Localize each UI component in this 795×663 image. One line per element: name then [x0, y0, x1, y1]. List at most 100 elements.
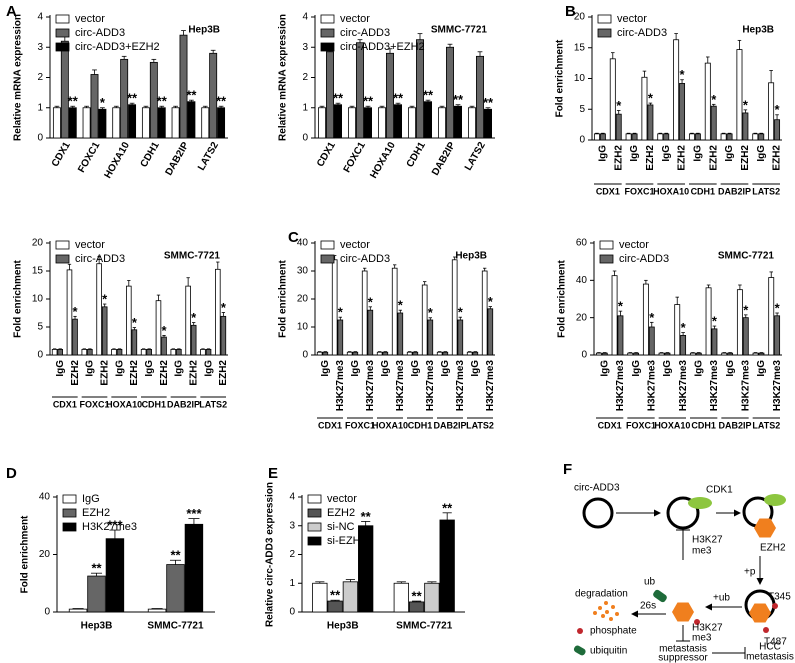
bar [472, 351, 479, 356]
bar [601, 352, 608, 356]
bar [407, 107, 416, 139]
legend-label: vector [617, 13, 647, 25]
significance-label: * [338, 305, 344, 320]
y-tick-label: 60 [576, 238, 588, 249]
significance-label: ** [157, 94, 168, 109]
y-tick-label: 15 [32, 266, 44, 277]
x-tick-label: HOXA10 [103, 140, 133, 181]
y-tick-label: 0 [37, 133, 43, 144]
step-label: +ub [713, 593, 730, 604]
mark-label: H3K27 [692, 623, 723, 634]
bar [316, 351, 323, 356]
significance-label: * [681, 320, 687, 335]
bar [752, 133, 759, 141]
legend-swatch [599, 240, 614, 250]
significance-label: ** [442, 500, 453, 515]
legend-label: circ-ADD3 [340, 253, 390, 265]
x-tick-label: EZH2 [100, 360, 111, 386]
x-tick-label: EZH2 [645, 145, 656, 171]
y-tick-label: 2 [302, 72, 308, 83]
bar [453, 105, 462, 139]
bar [642, 283, 649, 356]
legend-swatch [320, 42, 335, 52]
x-tick-label: IgG [410, 360, 421, 377]
significance-label: * [712, 314, 718, 329]
bar [72, 318, 78, 356]
bar [393, 582, 409, 613]
bar [736, 49, 743, 141]
x-tick-label: IgG [599, 360, 610, 377]
significance-label: ** [453, 92, 464, 107]
y-tick-label: 0 [581, 350, 587, 361]
bar [627, 352, 634, 356]
y-tick-label: 10 [32, 294, 44, 305]
x-tick-label: DAB2IP [164, 140, 192, 178]
y-tick-label: 0 [44, 607, 50, 618]
bar [90, 74, 99, 139]
bar [200, 348, 206, 356]
panel-letter: F [563, 461, 572, 478]
significance-label: * [162, 323, 168, 338]
bar [423, 101, 432, 139]
panel-letter: D [6, 465, 17, 482]
bar [171, 107, 180, 139]
chart-title: SMMC-7721 [431, 25, 488, 36]
pathway-diagram: F circ-ADD3 CDK1 EZH2 +p T345 T487 H3K27… [563, 461, 794, 663]
x-tick-label: IgG [693, 360, 704, 377]
bar [705, 287, 712, 356]
legend-ubiquitin [573, 645, 586, 656]
x-tick-label: EZH2 [740, 145, 751, 171]
x-tick-label: IgG [440, 360, 451, 377]
bar [66, 269, 73, 356]
significance-label: ** [330, 588, 341, 603]
x-tick-label: IgG [756, 360, 767, 377]
bar [331, 259, 338, 356]
bar [595, 352, 602, 356]
x-tick-label: H3K27me3 [485, 360, 496, 412]
bar [312, 582, 328, 613]
group-label: CDX1 [53, 399, 77, 409]
legend-label: circ-ADD3 [340, 27, 390, 39]
bar [720, 133, 727, 141]
panel-letter: B [565, 3, 576, 20]
bar [112, 107, 121, 139]
group-label: DAB2IP [167, 399, 200, 409]
chart-title: Hep3B [742, 25, 774, 36]
x-tick-label: H3K27me3 [772, 360, 783, 412]
legend-label: circ-ADD3 [617, 27, 667, 39]
bar [694, 133, 701, 141]
y-tick-label: 4 [37, 12, 43, 23]
bar [664, 352, 671, 356]
bar [155, 300, 162, 356]
y-tick-label: 20 [39, 549, 51, 560]
y-tick-label: 0 [302, 133, 308, 144]
group-label: CDX1 [596, 186, 620, 196]
bar [466, 351, 473, 356]
x-tick-label: EZH2 [129, 360, 140, 386]
bar [711, 328, 718, 356]
x-tick-label: IgG [144, 360, 155, 377]
circ-ring [582, 497, 614, 529]
y-axis-label: Fold enrichment [555, 39, 566, 117]
bar [689, 352, 696, 356]
bar [611, 275, 618, 356]
bar [96, 263, 102, 356]
y-tick-label: 5 [579, 104, 585, 115]
x-tick-label: CDH1 [139, 140, 162, 169]
bar [352, 351, 359, 356]
bar [185, 285, 191, 356]
significance-label: * [648, 91, 654, 106]
x-tick-label: CDX1 [315, 140, 338, 169]
bar [166, 564, 185, 613]
node-label: metastasis [746, 652, 794, 663]
bar [87, 575, 106, 613]
legend-label: vector [340, 239, 370, 251]
significance-label: * [743, 302, 749, 317]
y-tick-label: 10 [297, 322, 309, 333]
y-axis-label: Fold enrichment [278, 259, 289, 337]
bar [327, 600, 343, 613]
bar [688, 133, 695, 141]
bar [68, 107, 77, 139]
y-tick-label: 20 [297, 294, 309, 305]
bar [215, 268, 221, 356]
